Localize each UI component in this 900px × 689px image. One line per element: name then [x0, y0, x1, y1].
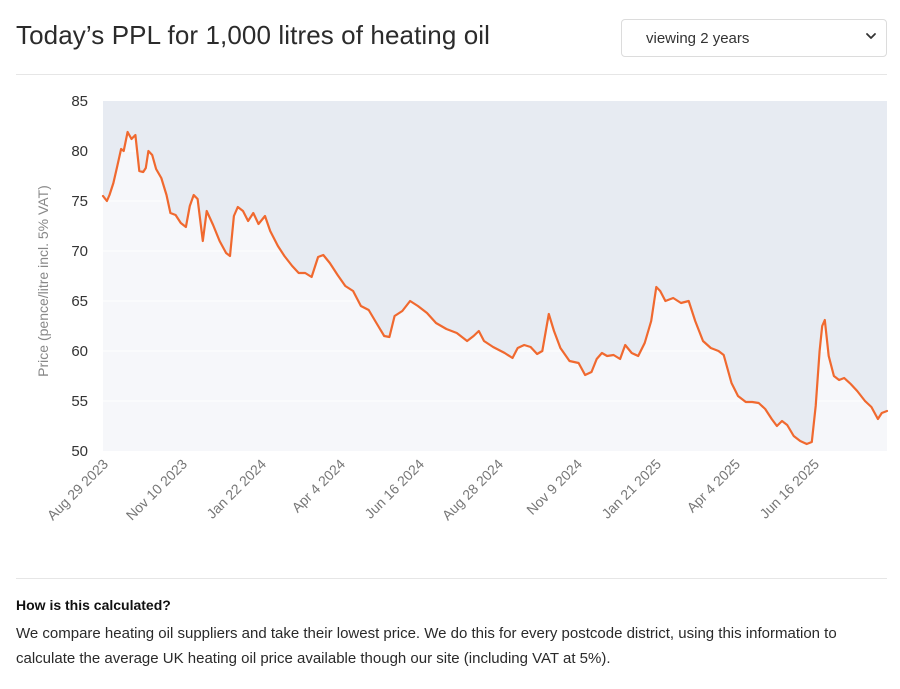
x-tick-label: Aug 29 2023	[44, 456, 112, 524]
x-tick-label: Aug 28 2024	[439, 456, 507, 524]
x-tick-label: Jan 22 2024	[203, 456, 269, 522]
y-tick-label: 55	[71, 393, 88, 410]
divider-top	[16, 74, 887, 75]
header: Today’s PPL for 1,000 litres of heating …	[0, 0, 900, 74]
x-tick-label: Jun 16 2024	[361, 456, 427, 522]
x-tick-label: Apr 4 2025	[683, 456, 743, 516]
y-tick-label: 65	[71, 293, 88, 310]
chevron-down-icon	[866, 33, 876, 39]
area-above-line	[103, 101, 887, 444]
x-tick-label: Apr 4 2024	[288, 456, 348, 516]
y-tick-label: 80	[71, 143, 88, 160]
y-tick-label: 85	[71, 93, 88, 110]
x-tick-label: Nov 10 2023	[123, 456, 191, 524]
y-tick-label: 50	[71, 443, 88, 460]
info-heading: How is this calculated?	[16, 597, 171, 613]
y-tick-label: 60	[71, 343, 88, 360]
divider-bottom	[16, 578, 887, 579]
x-tick-label: Nov 9 2024	[523, 456, 585, 518]
info-text: We compare heating oil suppliers and tak…	[16, 625, 837, 667]
range-select[interactable]: viewing 2 years	[621, 19, 887, 57]
y-tick-label: 70	[71, 243, 88, 260]
x-tick-label: Jun 16 2025	[756, 456, 822, 522]
y-tick-label: 75	[71, 193, 88, 210]
calculation-info: How is this calculated? We compare heati…	[16, 597, 896, 671]
page-title: Today’s PPL for 1,000 litres of heating …	[16, 20, 491, 50]
range-select-value: viewing 2 years	[646, 30, 750, 47]
x-tick-label: Jan 21 2025	[598, 456, 664, 522]
y-axis-label: Price (pence/litre incl. 5% VAT)	[35, 185, 51, 377]
series-line	[101, 130, 889, 446]
